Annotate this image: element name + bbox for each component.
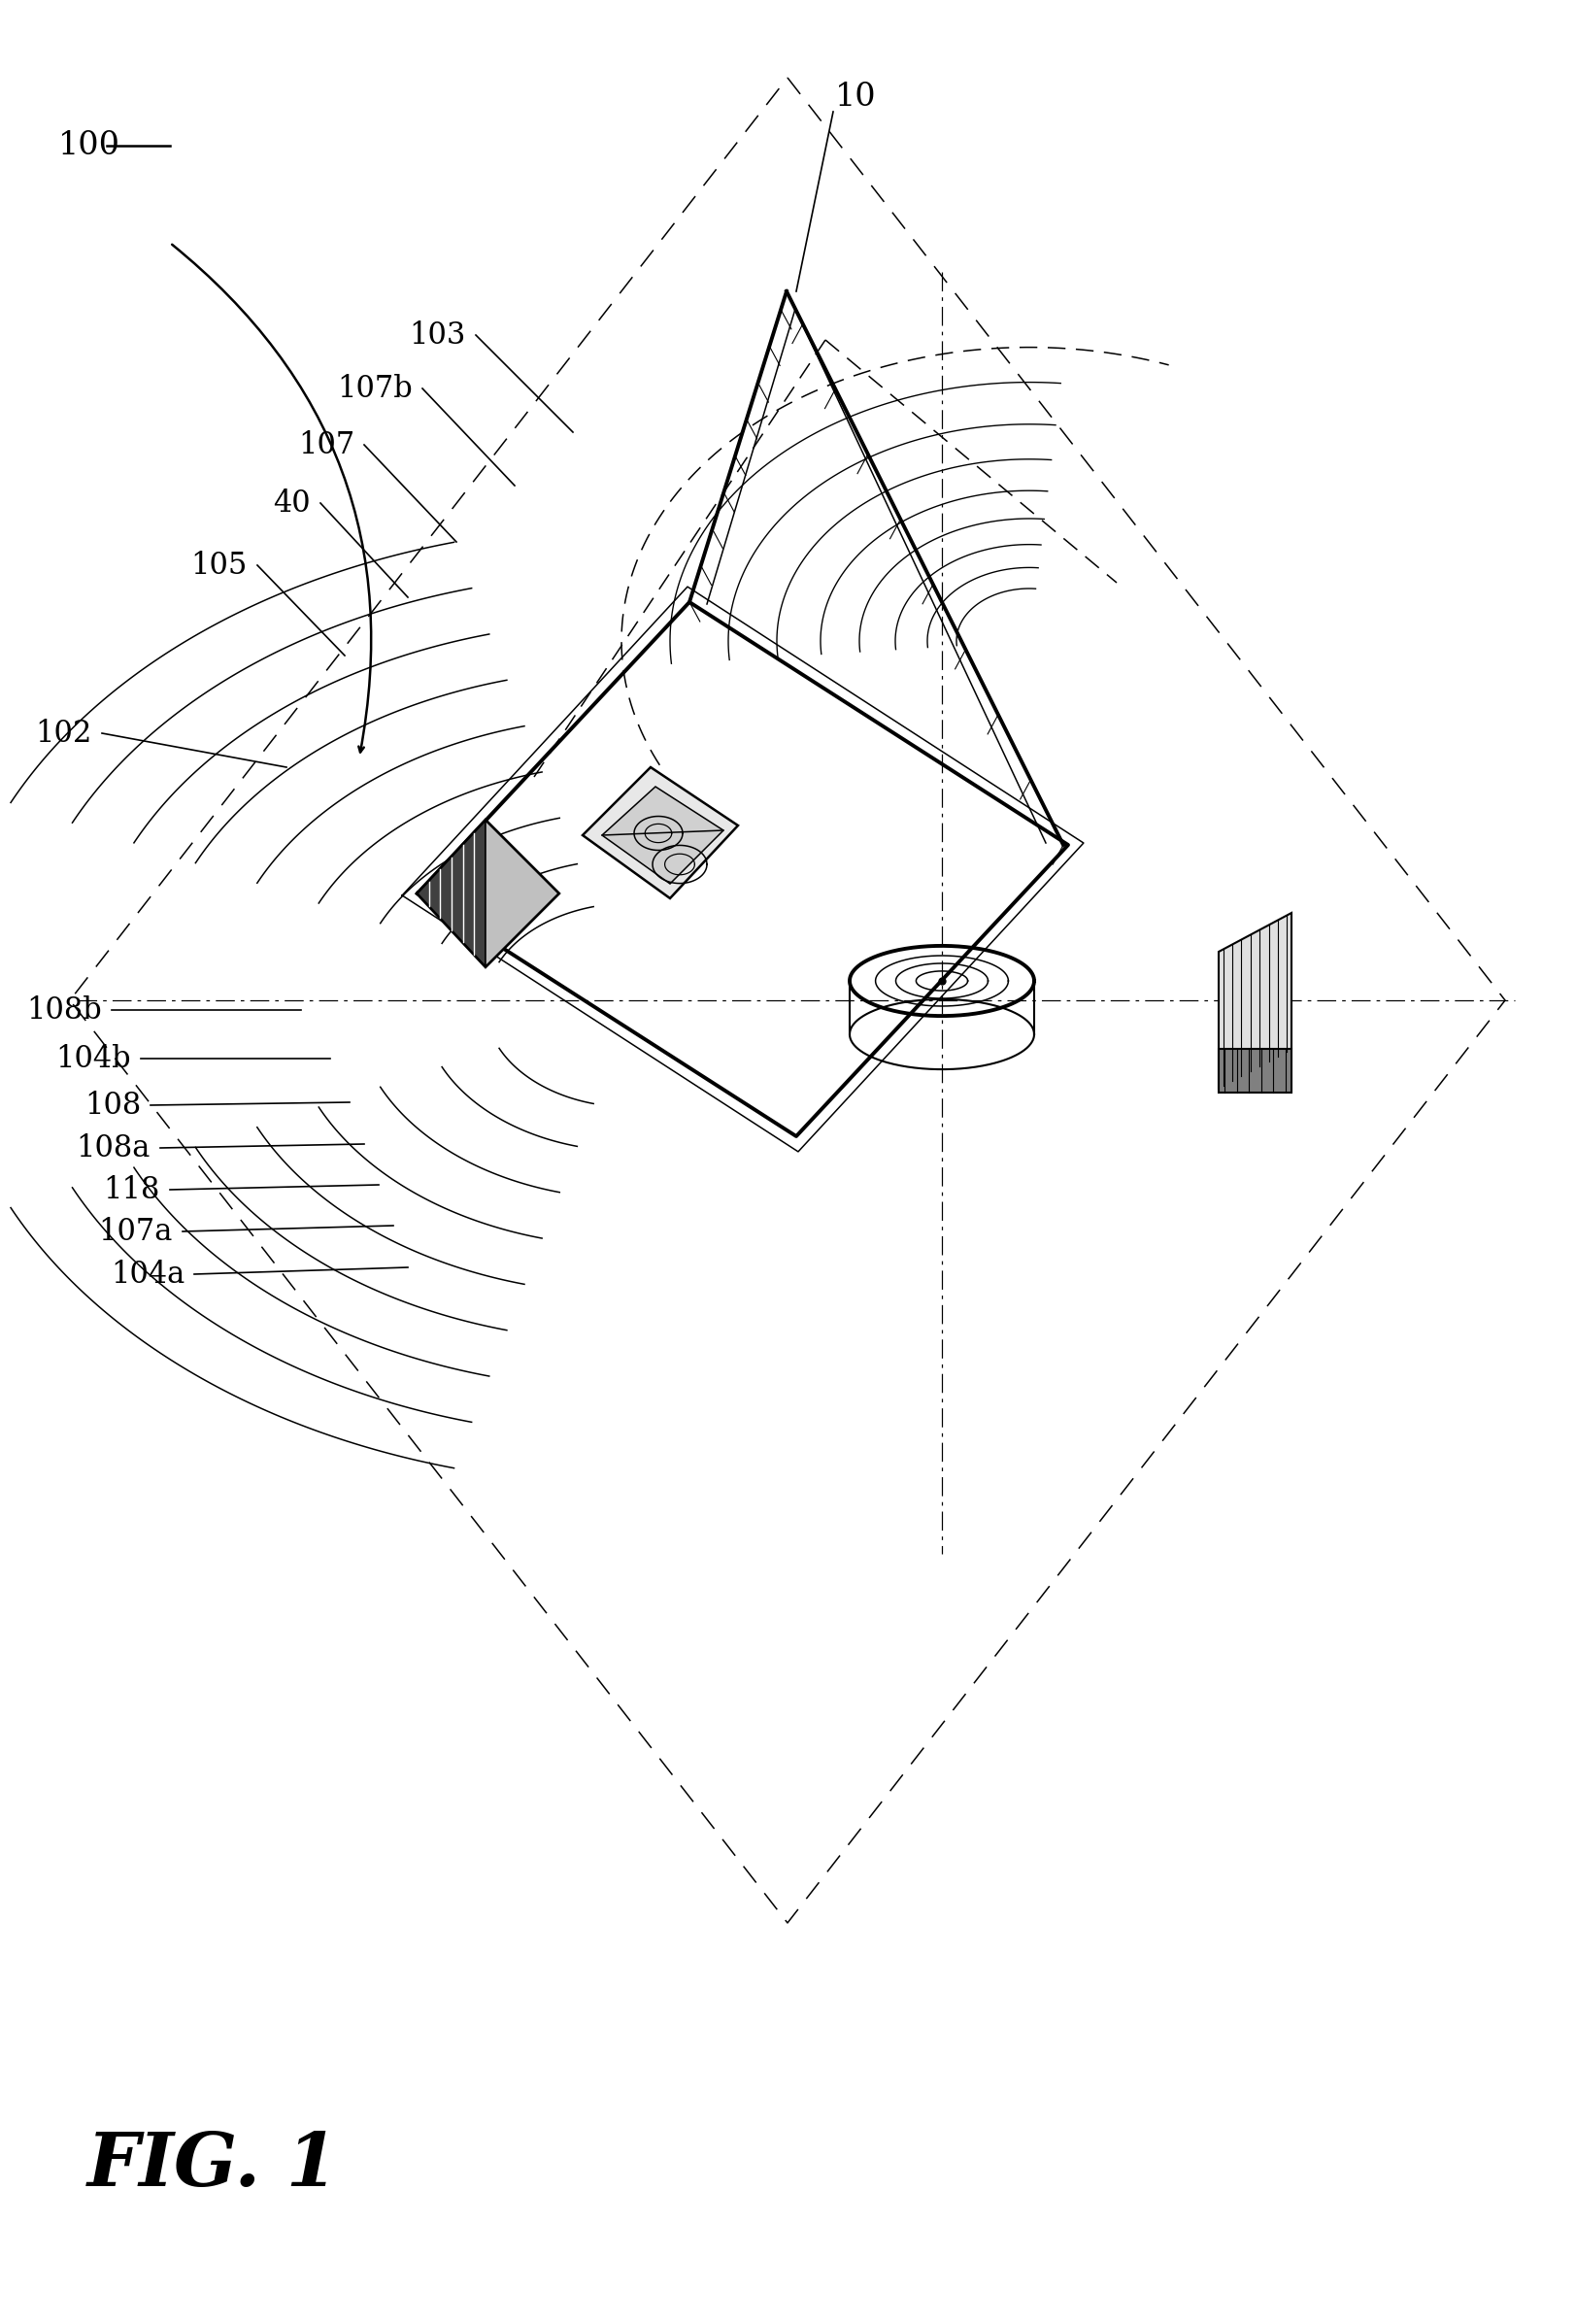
Text: 104b: 104b — [55, 1043, 131, 1074]
Text: 108a: 108a — [76, 1132, 151, 1162]
Text: 100: 100 — [58, 130, 120, 160]
Polygon shape — [583, 767, 738, 899]
Polygon shape — [1218, 913, 1291, 1088]
Polygon shape — [1218, 1048, 1291, 1092]
Text: 108b: 108b — [27, 995, 102, 1025]
Polygon shape — [418, 820, 485, 967]
Text: 108: 108 — [84, 1090, 140, 1120]
Text: 103: 103 — [410, 321, 466, 351]
Text: 118: 118 — [104, 1174, 161, 1204]
Text: 40: 40 — [273, 488, 310, 518]
Text: 102: 102 — [36, 718, 93, 748]
Polygon shape — [485, 820, 558, 967]
Text: 107b: 107b — [337, 374, 413, 404]
Polygon shape — [602, 786, 723, 883]
Text: 105: 105 — [191, 551, 247, 581]
Text: FIG. 1: FIG. 1 — [87, 2129, 339, 2201]
Text: 104a: 104a — [110, 1260, 184, 1290]
Text: 10: 10 — [835, 81, 876, 112]
Text: 107a: 107a — [99, 1215, 173, 1246]
Text: 107: 107 — [298, 430, 355, 460]
Polygon shape — [418, 820, 558, 967]
